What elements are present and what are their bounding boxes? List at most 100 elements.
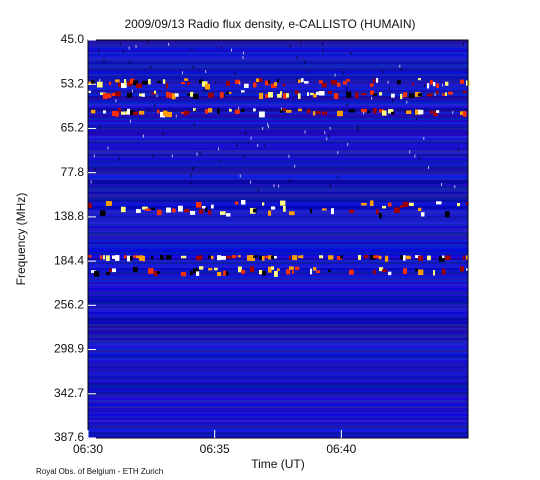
spectrum-burst xyxy=(286,93,290,98)
spectrum-burst xyxy=(253,82,257,88)
spectrum-speck xyxy=(257,143,259,147)
spectrum-burst xyxy=(331,80,337,85)
spectrum-burst xyxy=(109,81,112,85)
y-tick-label: 256.2 xyxy=(54,298,84,312)
spectrum-row xyxy=(88,306,468,308)
spectrum-speck xyxy=(152,155,154,159)
spectrum-speck xyxy=(440,183,442,187)
spectrum-burst xyxy=(244,83,249,88)
spectrum-burst xyxy=(115,255,120,261)
spectrum-row xyxy=(88,312,468,314)
spectrum-speck xyxy=(218,147,220,151)
spectrum-row xyxy=(88,254,468,256)
spectrum-burst xyxy=(181,82,185,85)
spectrum-row xyxy=(88,246,468,248)
spectrum-row xyxy=(88,382,468,384)
chart-title: 2009/09/13 Radio flux density, e-CALLIST… xyxy=(124,17,415,31)
spectrum-burst xyxy=(217,108,220,114)
spectrum-row xyxy=(88,350,468,352)
spectrum-speck xyxy=(462,42,464,46)
spectrum-burst xyxy=(166,91,169,98)
spectrum-burst xyxy=(127,255,132,262)
spectrum-burst xyxy=(370,90,375,95)
spectrum-burst xyxy=(460,79,465,84)
spectrum-burst xyxy=(442,93,446,96)
spectrum-burst xyxy=(133,111,139,115)
spectrum-burst xyxy=(226,80,230,86)
spectrum-row xyxy=(88,376,468,378)
spectrum-burst xyxy=(349,209,355,214)
spectrum-burst xyxy=(316,111,321,115)
spectrum-burst xyxy=(349,269,354,275)
spectrum-row xyxy=(88,192,468,194)
spectrum-burst xyxy=(103,110,106,114)
spectrum-burst xyxy=(232,255,237,259)
spectrum-burst xyxy=(106,255,110,262)
spectrum-speck xyxy=(262,126,264,130)
spectrum-burst xyxy=(208,210,212,215)
spectrum-burst xyxy=(211,204,214,209)
spectrum-burst xyxy=(415,268,418,272)
spectrum-burst xyxy=(436,110,440,113)
spectrum-row xyxy=(88,420,468,422)
spectrum-burst xyxy=(217,255,222,261)
spectrum-burst xyxy=(124,111,128,115)
spectrum-row xyxy=(88,124,468,126)
spectrum-row xyxy=(88,346,468,348)
spectrum-burst xyxy=(238,266,242,273)
spectrum-row xyxy=(88,194,468,196)
spectrum-burst xyxy=(205,207,208,212)
spectrum-row xyxy=(88,330,468,332)
spectrum-burst xyxy=(388,202,392,207)
spectrum-burst xyxy=(229,91,232,95)
spectrum-burst xyxy=(220,92,224,98)
spectrum-burst xyxy=(295,266,300,270)
spectrum-speck xyxy=(245,131,247,135)
spectrum-burst xyxy=(427,93,433,97)
spectrum-row xyxy=(88,178,468,180)
spectrum-row xyxy=(88,370,468,372)
spectrum-row xyxy=(88,66,468,68)
spectrum-burst xyxy=(208,108,213,113)
spectrum-burst xyxy=(319,80,323,84)
spectrum-speck xyxy=(347,142,349,146)
spectrum-burst xyxy=(403,268,407,275)
spectrum-burst xyxy=(445,81,449,86)
y-tick-label: 387.6 xyxy=(54,430,84,444)
spectrum-burst xyxy=(160,255,164,260)
spectrum-row xyxy=(88,340,468,342)
spectrum-burst xyxy=(343,81,347,85)
x-tick-label: 06:30 xyxy=(73,442,103,456)
spectrum-burst xyxy=(241,270,246,274)
spectrum-row xyxy=(88,308,468,310)
spectrum-burst xyxy=(112,110,117,116)
spectrum-burst xyxy=(277,93,282,98)
plot-area xyxy=(88,40,472,438)
spectrum-row xyxy=(88,284,468,286)
spectrum-burst xyxy=(139,255,144,261)
spectrum-burst xyxy=(112,92,117,97)
spectrum-burst xyxy=(463,111,467,117)
spectrum-row xyxy=(88,338,468,340)
spectrum-burst xyxy=(121,111,125,115)
spectrum-row xyxy=(88,154,468,156)
spectrum-speck xyxy=(203,88,205,92)
spectrum-row xyxy=(88,266,468,268)
spectrum-speck xyxy=(199,151,201,155)
spectrum-burst xyxy=(202,206,206,209)
spectrum-row xyxy=(88,182,468,184)
spectrum-row xyxy=(88,174,468,176)
spectrum-burst xyxy=(241,90,245,93)
spectrum-row xyxy=(88,436,468,438)
spectrum-speck xyxy=(454,185,456,189)
y-tick-label: 298.9 xyxy=(54,342,84,356)
spectrum-row xyxy=(88,144,468,146)
spectrum-speck xyxy=(242,51,244,55)
spectrum-burst xyxy=(118,82,122,88)
y-tick-label: 342.7 xyxy=(54,386,84,400)
spectrum-row xyxy=(88,104,468,106)
spectrum-burst xyxy=(160,111,166,118)
spectrum-row xyxy=(88,334,468,336)
spectrum-row xyxy=(88,86,468,88)
spectrum-burst xyxy=(268,255,273,260)
